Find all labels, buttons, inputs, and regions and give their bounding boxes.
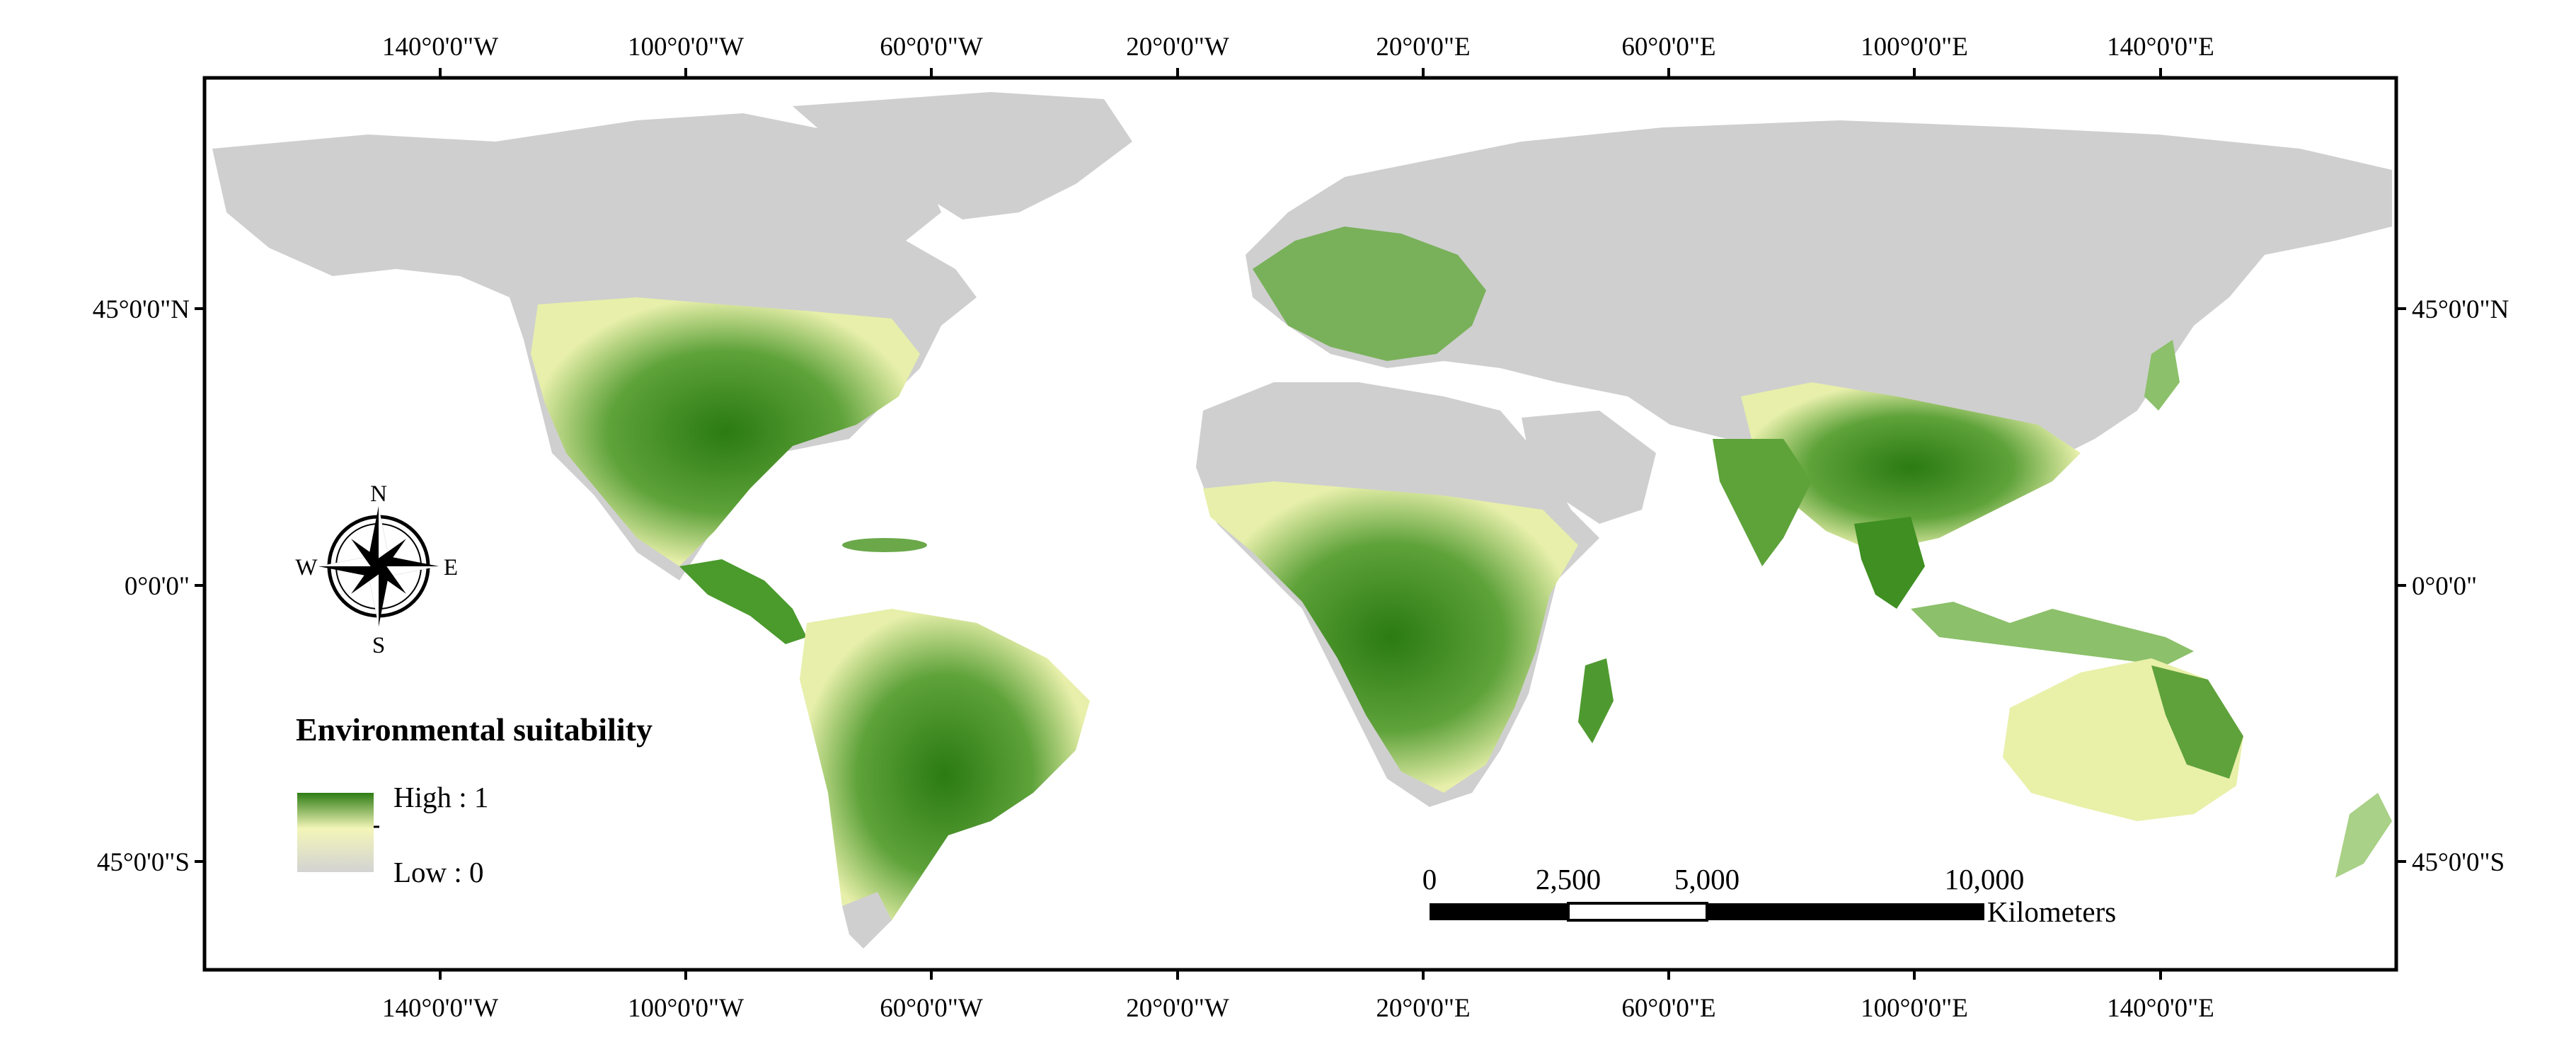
legend-low-label: Low : 0 <box>393 856 484 888</box>
top-tick-label: 100°0'0"E <box>1861 33 1968 62</box>
compass-s: S <box>372 633 385 658</box>
bottom-tick-label: 20°0'0"E <box>1376 994 1470 1023</box>
right-tick-label: 0°0'0" <box>2412 572 2477 601</box>
bottom-tick-label: 60°0'0"W <box>880 994 983 1023</box>
top-tick-label: 140°0'0"W <box>382 33 498 62</box>
top-tick-label: 20°0'0"W <box>1126 33 1229 62</box>
compass-e: E <box>444 555 458 580</box>
landmass-new-zealand <box>2335 793 2392 878</box>
landmass-southeast-asia <box>1854 517 1925 609</box>
legend-title: Environmental suitability <box>296 711 652 748</box>
landmass-india <box>1713 439 1812 566</box>
compass-rose: N S E W <box>295 481 458 658</box>
top-tick-label: 100°0'0"W <box>628 33 744 62</box>
suitability-asia <box>1741 382 2081 552</box>
compass-w: W <box>295 555 318 580</box>
legend: Environmental suitability High : 1 Low :… <box>296 711 652 888</box>
bottom-tick-label: 100°0'0"W <box>628 994 744 1023</box>
bottom-axis-labels: 140°0'0"W 100°0'0"W 60°0'0"W 20°0'0"W 20… <box>382 994 2214 1023</box>
scale-bar: 0 2,500 5,000 10,000 Kilometers <box>1422 863 2116 928</box>
landmass-indonesia <box>1911 602 2194 665</box>
landmass-caribbean <box>842 538 927 552</box>
landmass-greenland <box>793 92 1132 219</box>
top-tick-label: 60°0'0"W <box>880 33 983 62</box>
landmass-arabia <box>1522 411 1656 524</box>
top-axis-labels: 140°0'0"W 100°0'0"W 60°0'0"W 20°0'0"W 20… <box>382 33 2214 62</box>
suitability-australia <box>2151 665 2243 779</box>
scale-tick-label: 10,000 <box>1945 863 2025 895</box>
landmass-central-america <box>679 559 807 644</box>
landmass-madagascar <box>1578 658 1614 743</box>
south-america-south-tip <box>842 892 892 949</box>
right-tick-label: 45°0'0"S <box>2412 848 2505 877</box>
scale-tick-label: 0 <box>1422 863 1437 895</box>
bottom-tick-label: 60°0'0"E <box>1621 994 1715 1023</box>
top-tick-label: 20°0'0"E <box>1376 33 1470 62</box>
scale-unit-label: Kilometers <box>1987 895 2116 928</box>
legend-gradient <box>297 793 374 872</box>
scale-tick-label: 5,000 <box>1674 863 1740 895</box>
left-tick-label: 45°0'0"N <box>93 295 190 324</box>
legend-high-label: High : 1 <box>393 781 488 813</box>
suitability-europe <box>1253 227 1486 361</box>
scale-tick-label: 2,500 <box>1536 863 1601 895</box>
bottom-tick-label: 140°0'0"E <box>2107 994 2214 1023</box>
right-axis-labels: 45°0'0"N 0°0'0" 45°0'0"S <box>2412 295 2509 877</box>
left-tick-label: 45°0'0"S <box>97 848 190 877</box>
landmass-eurasia <box>1246 120 2392 538</box>
landmass-south-america <box>800 609 1090 941</box>
left-axis-labels: 45°0'0"N 0°0'0" 45°0'0"S <box>93 295 190 877</box>
suitability-north-america <box>531 297 920 566</box>
top-tick-label: 140°0'0"E <box>2107 33 2214 62</box>
right-tick-label: 45°0'0"N <box>2412 295 2509 324</box>
compass-n: N <box>370 481 387 507</box>
bottom-tick-label: 140°0'0"W <box>382 994 498 1023</box>
tick-marks <box>195 68 2406 980</box>
left-tick-label: 0°0'0" <box>125 572 190 601</box>
suitability-africa <box>1203 481 1578 793</box>
landmass-japan <box>2144 340 2180 411</box>
bottom-tick-label: 100°0'0"E <box>1861 994 1968 1023</box>
bottom-tick-label: 20°0'0"W <box>1126 994 1229 1023</box>
top-tick-label: 60°0'0"E <box>1621 33 1715 62</box>
